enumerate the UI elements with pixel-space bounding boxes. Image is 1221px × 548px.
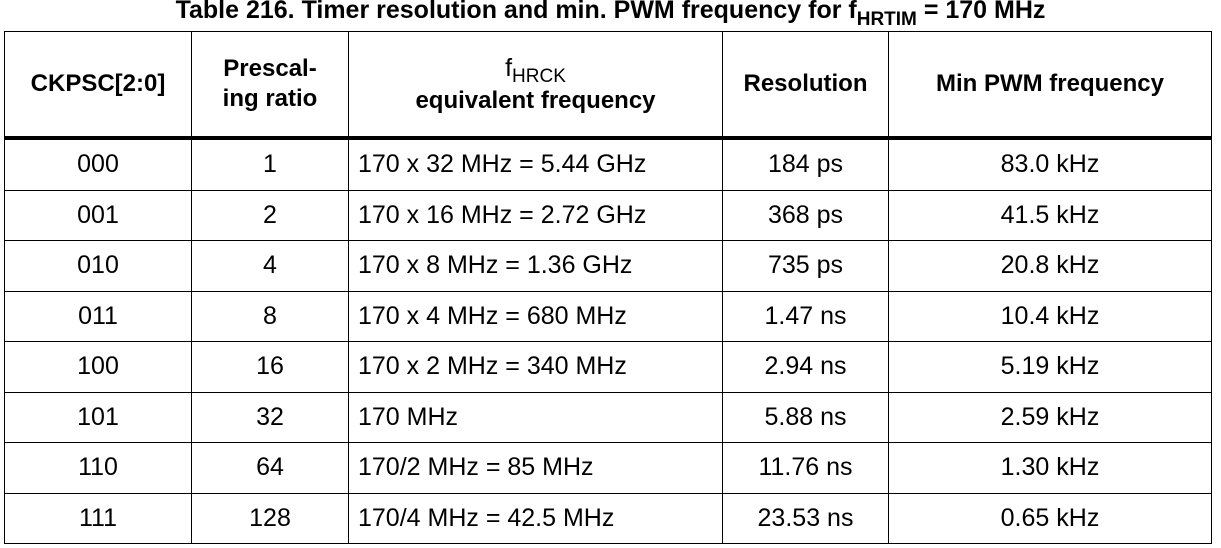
cell-ckpsc: 110	[4, 442, 192, 494]
table-row: 011 8 170 x 4 MHz = 680 MHz 1.47 ns 10.4…	[4, 290, 1212, 342]
header-prescaling-ratio: Prescal- ing ratio	[191, 31, 349, 140]
table-row: 111 128 170/4 MHz = 42.5 MHz 23.53 ns 0.…	[4, 492, 1212, 544]
cell-freq: 170 x 32 MHz = 5.44 GHz	[348, 137, 723, 191]
header-prescaling-line2: ing ratio	[222, 85, 318, 112]
cell-ckpsc: 011	[4, 290, 192, 342]
header-resolution: Resolution	[722, 31, 889, 140]
caption-subscript: HRTIM	[856, 9, 917, 30]
cell-freq: 170/4 MHz = 42.5 MHz	[348, 492, 723, 544]
cell-freq: 170 x 2 MHz = 340 MHz	[348, 341, 723, 393]
header-resolution-label: Resolution	[743, 70, 868, 97]
cell-min-pwm: 2.59 kHz	[888, 391, 1212, 443]
cell-ckpsc: 101	[4, 391, 192, 443]
header-fhrck-subscript: HRCK	[512, 65, 566, 87]
cell-min-pwm: 1.30 kHz	[888, 442, 1212, 494]
cell-resolution: 2.94 ns	[722, 341, 889, 393]
cell-ckpsc: 001	[4, 189, 192, 241]
cell-min-pwm: 83.0 kHz	[888, 137, 1212, 191]
cell-freq: 170 x 16 MHz = 2.72 GHz	[348, 189, 723, 241]
cell-ckpsc: 100	[4, 341, 192, 393]
cell-ckpsc: 010	[4, 240, 192, 292]
table-row: 000 1 170 x 32 MHz = 5.44 GHz 184 ps 83.…	[4, 137, 1212, 191]
cell-resolution: 368 ps	[722, 189, 889, 241]
header-ckpsc-label: CKPSC[2:0]	[30, 70, 166, 97]
cell-resolution: 5.88 ns	[722, 391, 889, 443]
cell-resolution: 11.76 ns	[722, 442, 889, 494]
cell-ratio: 64	[191, 442, 349, 494]
header-ckpsc: CKPSC[2:0]	[4, 31, 192, 140]
cell-resolution: 23.53 ns	[722, 492, 889, 544]
table-row: 001 2 170 x 16 MHz = 2.72 GHz 368 ps 41.…	[4, 189, 1212, 241]
cell-min-pwm: 41.5 kHz	[888, 189, 1212, 241]
cell-freq: 170 MHz	[348, 391, 723, 443]
cell-min-pwm: 5.19 kHz	[888, 341, 1212, 393]
cell-freq: 170 x 8 MHz = 1.36 GHz	[348, 240, 723, 292]
header-min-pwm: Min PWM frequency	[888, 31, 1212, 140]
table-row: 101 32 170 MHz 5.88 ns 2.59 kHz	[4, 391, 1212, 443]
table-row: 110 64 170/2 MHz = 85 MHz 11.76 ns 1.30 …	[4, 442, 1212, 494]
cell-resolution: 735 ps	[722, 240, 889, 292]
timer-resolution-table: CKPSC[2:0] Prescal- ing ratio fHRCK equi…	[4, 31, 1212, 544]
caption-suffix: = 170 MHz	[916, 0, 1046, 24]
cell-resolution: 1.47 ns	[722, 290, 889, 342]
cell-min-pwm: 0.65 kHz	[888, 492, 1212, 544]
cell-freq: 170/2 MHz = 85 MHz	[348, 442, 723, 494]
cell-ratio: 8	[191, 290, 349, 342]
header-fhrck-letter: f	[505, 53, 513, 82]
cell-ratio: 2	[191, 189, 349, 241]
cell-ratio: 16	[191, 341, 349, 393]
cell-resolution: 184 ps	[722, 137, 889, 191]
cell-ratio: 128	[191, 492, 349, 544]
cell-ratio: 32	[191, 391, 349, 443]
table-row: 010 4 170 x 8 MHz = 1.36 GHz 735 ps 20.8…	[4, 240, 1212, 292]
caption-text: Table 216. Timer resolution and min. PWM…	[175, 0, 857, 24]
cell-ratio: 4	[191, 240, 349, 292]
header-fhrck: fHRCK equivalent frequency	[348, 31, 723, 140]
cell-min-pwm: 10.4 kHz	[888, 290, 1212, 342]
cell-min-pwm: 20.8 kHz	[888, 240, 1212, 292]
cell-freq: 170 x 4 MHz = 680 MHz	[348, 290, 723, 342]
cell-ckpsc: 000	[4, 137, 192, 191]
cell-ckpsc: 111	[4, 492, 192, 544]
header-row: CKPSC[2:0] Prescal- ing ratio fHRCK equi…	[4, 31, 1212, 140]
table-row: 100 16 170 x 2 MHz = 340 MHz 2.94 ns 5.1…	[4, 341, 1212, 393]
header-fhrck-line2: equivalent frequency	[415, 86, 656, 114]
table-caption: Table 216. Timer resolution and min. PWM…	[0, 0, 1221, 30]
header-prescaling-line1: Prescal-	[223, 55, 317, 82]
header-min-pwm-label: Min PWM frequency	[935, 70, 1164, 97]
cell-ratio: 1	[191, 137, 349, 191]
